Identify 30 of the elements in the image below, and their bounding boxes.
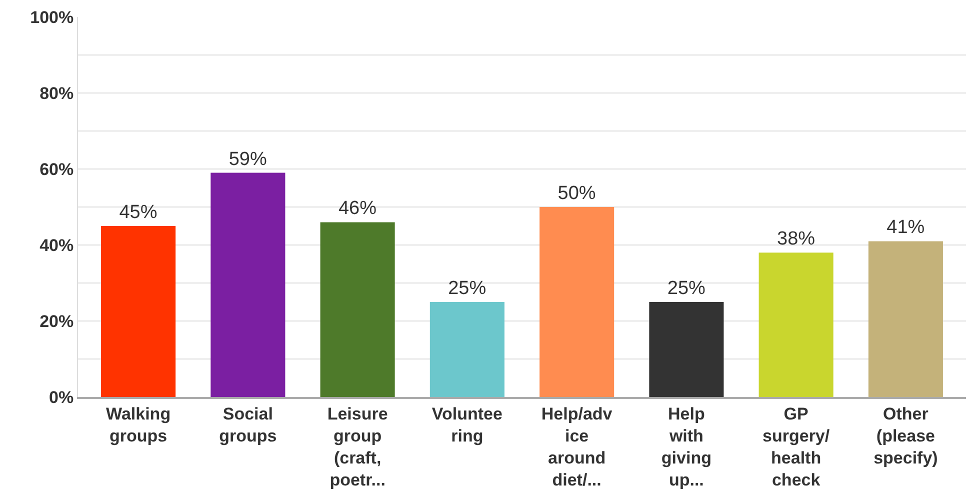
x-tick-label: Social groups (219, 404, 277, 446)
bar (868, 241, 943, 397)
y-tick-label: 100% (30, 8, 74, 27)
bar (430, 302, 504, 397)
x-tick-label: Voluntee ring (432, 404, 502, 446)
y-tick-label: 20% (40, 312, 74, 331)
x-tick-label: Walking groups (106, 404, 171, 446)
bar (210, 172, 286, 397)
x-tick-label: Help/adv ice around diet/... (541, 404, 613, 490)
data-label: 45% (119, 202, 158, 223)
x-tick-label: Help with giving up... (661, 404, 712, 490)
data-label: 38% (777, 228, 816, 250)
y-tick-label: 40% (40, 236, 74, 255)
x-tick-label: GP surgery/ health check (762, 404, 830, 490)
x-tick-label: Other (please specify) (874, 404, 938, 468)
bar (758, 252, 834, 397)
bar (320, 222, 395, 397)
data-label: 25% (667, 278, 706, 299)
y-tick-label: 80% (40, 84, 74, 103)
y-tick-label: 60% (40, 160, 74, 179)
bar (540, 207, 614, 397)
x-tick-label: Leisure group (craft, poetr... (327, 404, 388, 490)
bar (649, 302, 724, 397)
data-label: 25% (448, 278, 486, 299)
data-label: 59% (228, 148, 267, 170)
data-label: 41% (886, 217, 925, 238)
data-label: 50% (558, 183, 596, 204)
bar (101, 226, 176, 397)
data-label: 46% (338, 198, 377, 220)
y-tick-label: 0% (49, 388, 74, 407)
